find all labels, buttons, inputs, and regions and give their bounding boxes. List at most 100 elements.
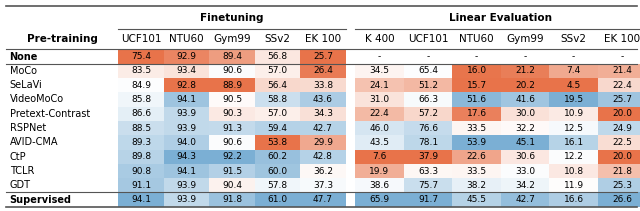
FancyBboxPatch shape xyxy=(598,78,640,92)
Text: 59.4: 59.4 xyxy=(268,124,287,133)
Text: 43.5: 43.5 xyxy=(369,138,390,147)
Text: CtP: CtP xyxy=(10,152,26,162)
Text: 25.7: 25.7 xyxy=(612,95,632,104)
Text: 24.1: 24.1 xyxy=(369,81,389,90)
Text: 22.4: 22.4 xyxy=(612,81,632,90)
FancyBboxPatch shape xyxy=(549,92,598,107)
Text: Linear Evaluation: Linear Evaluation xyxy=(449,13,552,23)
Text: 12.5: 12.5 xyxy=(564,124,584,133)
Text: 38.2: 38.2 xyxy=(467,181,486,190)
FancyBboxPatch shape xyxy=(255,135,300,150)
FancyBboxPatch shape xyxy=(452,150,501,164)
Text: 25.7: 25.7 xyxy=(313,52,333,61)
Text: Supervised: Supervised xyxy=(10,195,72,205)
Text: 90.4: 90.4 xyxy=(222,181,242,190)
FancyBboxPatch shape xyxy=(255,64,300,78)
Text: 45.1: 45.1 xyxy=(515,138,535,147)
FancyBboxPatch shape xyxy=(300,178,346,192)
FancyBboxPatch shape xyxy=(355,150,404,164)
FancyBboxPatch shape xyxy=(549,192,598,207)
Text: 89.3: 89.3 xyxy=(131,138,151,147)
FancyBboxPatch shape xyxy=(300,92,346,107)
FancyBboxPatch shape xyxy=(404,78,452,92)
Text: 93.9: 93.9 xyxy=(177,124,196,133)
FancyBboxPatch shape xyxy=(255,92,300,107)
FancyBboxPatch shape xyxy=(209,121,255,135)
FancyBboxPatch shape xyxy=(164,192,209,207)
Text: Pre-training: Pre-training xyxy=(27,34,98,44)
Text: 22.4: 22.4 xyxy=(369,109,389,118)
Text: 56.4: 56.4 xyxy=(268,81,287,90)
Text: 75.4: 75.4 xyxy=(131,52,151,61)
FancyBboxPatch shape xyxy=(118,164,164,178)
Text: 10.8: 10.8 xyxy=(564,166,584,176)
FancyBboxPatch shape xyxy=(118,192,164,207)
FancyBboxPatch shape xyxy=(452,92,501,107)
Text: 86.6: 86.6 xyxy=(131,109,151,118)
Text: 11.9: 11.9 xyxy=(564,181,584,190)
Text: 65.9: 65.9 xyxy=(369,195,390,204)
FancyBboxPatch shape xyxy=(598,192,640,207)
FancyBboxPatch shape xyxy=(501,92,549,107)
Text: 51.6: 51.6 xyxy=(467,95,486,104)
Text: EK 100: EK 100 xyxy=(604,34,640,44)
FancyBboxPatch shape xyxy=(355,78,404,92)
FancyBboxPatch shape xyxy=(164,49,209,64)
FancyBboxPatch shape xyxy=(355,92,404,107)
FancyBboxPatch shape xyxy=(355,164,404,178)
Text: 33.5: 33.5 xyxy=(467,166,486,176)
FancyBboxPatch shape xyxy=(452,192,501,207)
Text: 56.8: 56.8 xyxy=(268,52,287,61)
Text: 21.4: 21.4 xyxy=(612,66,632,75)
Text: 94.0: 94.0 xyxy=(177,138,196,147)
FancyBboxPatch shape xyxy=(255,178,300,192)
FancyBboxPatch shape xyxy=(209,92,255,107)
Text: 89.8: 89.8 xyxy=(131,152,151,161)
Text: 65.4: 65.4 xyxy=(418,66,438,75)
Text: 21.8: 21.8 xyxy=(612,166,632,176)
Text: 57.0: 57.0 xyxy=(268,66,287,75)
Text: VideoMoCo: VideoMoCo xyxy=(10,95,64,104)
FancyBboxPatch shape xyxy=(300,49,346,64)
Text: 31.0: 31.0 xyxy=(369,95,390,104)
FancyBboxPatch shape xyxy=(355,121,404,135)
FancyBboxPatch shape xyxy=(452,78,501,92)
Text: 24.9: 24.9 xyxy=(612,124,632,133)
FancyBboxPatch shape xyxy=(404,150,452,164)
FancyBboxPatch shape xyxy=(118,121,164,135)
Text: 58.8: 58.8 xyxy=(268,95,287,104)
Text: 60.0: 60.0 xyxy=(268,166,287,176)
Text: SSv2: SSv2 xyxy=(264,34,291,44)
Text: 20.2: 20.2 xyxy=(515,81,535,90)
Text: 42.8: 42.8 xyxy=(313,152,333,161)
Text: 17.6: 17.6 xyxy=(467,109,486,118)
Text: SSv2: SSv2 xyxy=(561,34,587,44)
FancyBboxPatch shape xyxy=(501,107,549,121)
Text: 93.9: 93.9 xyxy=(177,195,196,204)
FancyBboxPatch shape xyxy=(404,64,452,78)
FancyBboxPatch shape xyxy=(209,49,255,64)
FancyBboxPatch shape xyxy=(598,178,640,192)
Text: 16.1: 16.1 xyxy=(564,138,584,147)
Text: UCF101: UCF101 xyxy=(121,34,161,44)
FancyBboxPatch shape xyxy=(452,135,501,150)
FancyBboxPatch shape xyxy=(118,64,164,78)
Text: 21.2: 21.2 xyxy=(515,66,535,75)
FancyBboxPatch shape xyxy=(209,192,255,207)
Text: 75.7: 75.7 xyxy=(418,181,438,190)
FancyBboxPatch shape xyxy=(501,192,549,207)
FancyBboxPatch shape xyxy=(404,192,452,207)
Text: 37.3: 37.3 xyxy=(313,181,333,190)
Text: 94.1: 94.1 xyxy=(177,166,196,176)
Text: 92.8: 92.8 xyxy=(177,81,196,90)
Text: 33.5: 33.5 xyxy=(467,124,486,133)
FancyBboxPatch shape xyxy=(501,64,549,78)
FancyBboxPatch shape xyxy=(164,164,209,178)
Text: Finetuning: Finetuning xyxy=(200,13,264,23)
Text: 76.6: 76.6 xyxy=(418,124,438,133)
Text: MoCo: MoCo xyxy=(10,66,36,76)
FancyBboxPatch shape xyxy=(255,121,300,135)
Text: 22.6: 22.6 xyxy=(467,152,486,161)
Text: 37.9: 37.9 xyxy=(418,152,438,161)
FancyBboxPatch shape xyxy=(164,135,209,150)
